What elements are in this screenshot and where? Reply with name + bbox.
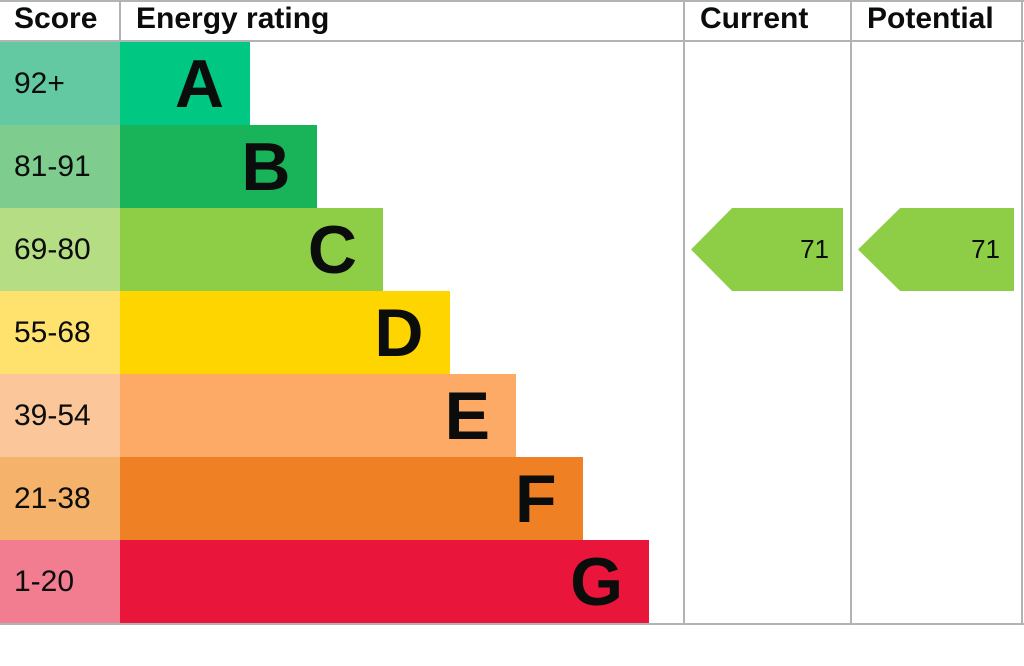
bottom-border bbox=[0, 623, 1024, 625]
potential-column-divider bbox=[850, 0, 852, 623]
band-letter: D bbox=[374, 294, 424, 371]
band-letter: A bbox=[174, 45, 224, 122]
band-score-range: 69-80 bbox=[0, 208, 120, 291]
band-score-range: 92+ bbox=[0, 42, 120, 125]
score-column-header: Score bbox=[14, 2, 98, 35]
band-row: 81-91 B bbox=[0, 125, 683, 208]
potential-rating-arrow: 71 bbox=[858, 208, 1014, 291]
band-score-range: 21-38 bbox=[0, 457, 120, 540]
band-score-range: 1-20 bbox=[0, 540, 120, 623]
header-underline bbox=[0, 40, 1024, 42]
band-letter: F bbox=[514, 460, 557, 537]
right-border bbox=[1021, 0, 1023, 623]
top-border bbox=[0, 0, 1024, 2]
band-letter: G bbox=[570, 543, 623, 620]
band-bar: D bbox=[120, 291, 450, 374]
band-row: 1-20 G bbox=[0, 540, 683, 623]
current-rating-value: 71 bbox=[800, 234, 829, 264]
energy-rating-column-header: Energy rating bbox=[136, 2, 330, 35]
band-bar: B bbox=[120, 125, 317, 208]
band-row: 69-80 C bbox=[0, 208, 683, 291]
potential-column-header: Potential bbox=[867, 2, 994, 35]
band-letter: B bbox=[241, 128, 291, 205]
current-column-header: Current bbox=[700, 2, 809, 35]
band-rows: 92+ A 81-91 B 69-80 C 55-68 D 39-54 E bbox=[0, 42, 683, 623]
band-row: 92+ A bbox=[0, 42, 683, 125]
band-score-range: 39-54 bbox=[0, 374, 120, 457]
band-row: 21-38 F bbox=[0, 457, 683, 540]
band-bar: F bbox=[120, 457, 583, 540]
current-rating-arrow: 71 bbox=[691, 208, 843, 291]
current-column-divider bbox=[683, 0, 685, 623]
band-row: 39-54 E bbox=[0, 374, 683, 457]
band-score-range: 81-91 bbox=[0, 125, 120, 208]
band-bar: A bbox=[120, 42, 250, 125]
band-bar: G bbox=[120, 540, 649, 623]
potential-rating-value: 71 bbox=[971, 234, 1000, 264]
score-header-divider bbox=[119, 0, 121, 40]
band-bar: E bbox=[120, 374, 516, 457]
band-letter: C bbox=[307, 211, 357, 288]
header-row: Score Energy rating Current Potential bbox=[0, 0, 1024, 40]
band-row: 55-68 D bbox=[0, 291, 683, 374]
band-letter: E bbox=[444, 377, 490, 454]
band-bar: C bbox=[120, 208, 383, 291]
band-score-range: 55-68 bbox=[0, 291, 120, 374]
